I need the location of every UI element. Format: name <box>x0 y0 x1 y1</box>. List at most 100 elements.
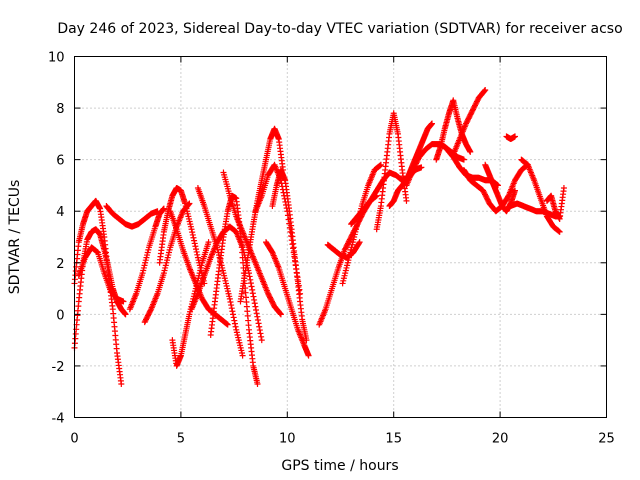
data-point <box>256 323 263 330</box>
y-tick-label: 8 <box>56 102 64 117</box>
x-tick-label: 0 <box>70 432 78 447</box>
data-point <box>249 290 256 297</box>
data-point <box>224 321 231 328</box>
data-point <box>255 320 262 327</box>
y-tick-label: 6 <box>56 154 64 169</box>
data-point <box>228 305 235 312</box>
data-point <box>460 156 467 163</box>
data-point <box>189 229 196 236</box>
series-arc-9 <box>169 239 212 369</box>
y-tick-label: 0 <box>56 308 64 323</box>
data-point <box>560 185 567 192</box>
series-arc-10 <box>188 223 265 344</box>
data-point <box>122 311 129 318</box>
series-arc-16 <box>263 239 312 359</box>
data-point <box>258 337 265 344</box>
data-point <box>194 251 201 258</box>
series-arc-4 <box>103 203 161 230</box>
x-tick-label: 20 <box>492 432 509 447</box>
data-point <box>238 244 245 251</box>
series-arc-22 <box>373 110 410 233</box>
y-axis-label: SDTVAR / TECUs <box>7 180 23 295</box>
data-point <box>239 254 246 261</box>
data-point <box>356 239 363 246</box>
y-tick-label: -2 <box>52 360 65 375</box>
data-point <box>191 237 198 244</box>
data-point <box>190 234 197 241</box>
data-point <box>118 380 125 387</box>
data-point <box>247 280 254 287</box>
y-tick-label: 2 <box>56 257 64 272</box>
series-arc-32 <box>518 156 563 235</box>
data-point <box>160 205 167 212</box>
data-point <box>257 330 264 337</box>
data-point <box>482 87 489 94</box>
data-point <box>403 197 410 204</box>
data-point <box>205 239 212 246</box>
data-point <box>305 352 312 359</box>
data-point <box>429 120 436 127</box>
series-arc-30 <box>503 133 518 143</box>
data-point <box>231 320 238 327</box>
x-tick-label: 10 <box>279 432 296 447</box>
data-point <box>277 311 284 318</box>
data-point <box>191 240 198 247</box>
series-arc-2 <box>71 226 129 351</box>
data-point <box>258 333 265 340</box>
data-point <box>511 187 518 194</box>
data-point <box>256 327 263 334</box>
data-point <box>246 273 253 280</box>
data-point <box>253 306 260 313</box>
data-point <box>232 323 239 330</box>
y-tick-label: 10 <box>48 51 65 66</box>
x-tick-label: 25 <box>598 432 615 447</box>
series-arc-3 <box>75 244 127 305</box>
series-arc-13 <box>220 169 284 318</box>
data-point <box>192 243 199 250</box>
series-arc-5 <box>126 205 167 313</box>
x-tick-label: 5 <box>177 432 185 447</box>
data-point <box>193 248 200 255</box>
data-point <box>481 87 488 94</box>
data-point <box>230 311 237 318</box>
data-point <box>254 313 261 320</box>
data-point <box>467 148 474 155</box>
data-point <box>226 295 233 302</box>
data-point <box>303 337 310 344</box>
plot-frame <box>74 56 607 418</box>
series-arc-29 <box>482 161 518 215</box>
series-arc-17 <box>269 166 310 344</box>
data-point <box>238 239 245 246</box>
data-point <box>418 164 425 171</box>
data-point <box>230 314 237 321</box>
data-points <box>71 87 567 387</box>
x-tick-label: 15 <box>385 432 402 447</box>
y-tick-label: -4 <box>52 412 65 427</box>
data-point <box>239 249 246 256</box>
data-point <box>251 300 258 307</box>
data-point <box>227 298 234 305</box>
x-axis-label: GPS time / hours <box>281 458 398 474</box>
data-point <box>231 317 238 324</box>
data-point <box>252 303 259 310</box>
data-point <box>147 307 154 314</box>
data-point <box>277 310 284 317</box>
data-point <box>556 228 563 235</box>
series-arc-20 <box>339 161 384 287</box>
data-point <box>120 298 127 305</box>
series-arc-26 <box>450 87 489 158</box>
series-arc-14 <box>237 125 287 305</box>
data-point <box>239 352 246 359</box>
data-point <box>253 310 260 317</box>
data-point <box>511 133 518 140</box>
chart-title: Day 246 of 2023, Sidereal Day-to-day VTE… <box>57 21 622 37</box>
data-point <box>377 161 384 168</box>
data-point <box>254 380 261 387</box>
data-point <box>254 317 261 324</box>
data-point <box>228 302 235 309</box>
data-point <box>193 246 200 253</box>
data-point <box>229 308 236 315</box>
data-point <box>247 276 254 283</box>
data-point <box>189 231 196 238</box>
